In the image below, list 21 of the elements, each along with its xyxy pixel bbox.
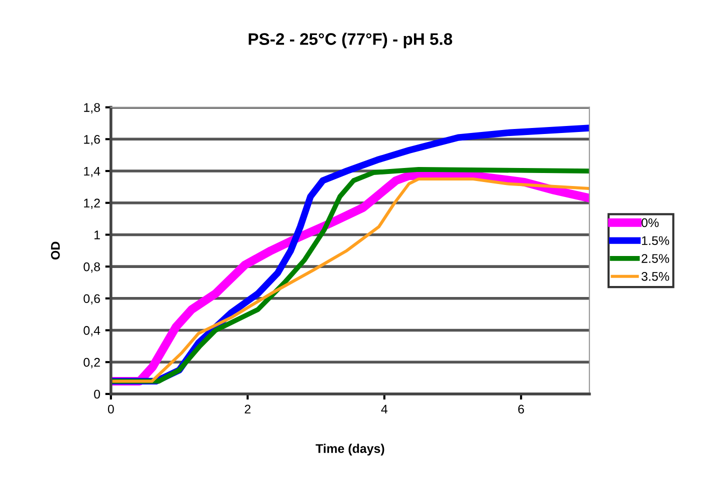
y-axis-title: OD (50, 242, 60, 260)
y-tick-label: 1,6 (84, 134, 100, 146)
y-tick-label: 1,4 (84, 166, 100, 178)
y-tick-label: 1,2 (84, 198, 100, 209)
legend-label: 2.5% (642, 254, 670, 263)
y-tick-label: 0,2 (84, 358, 100, 368)
x-tick-label: 0 (108, 404, 114, 414)
y-tick-label: 0,4 (84, 326, 100, 336)
legend-label: 0% (642, 218, 659, 228)
y-tick-label: 0,6 (84, 294, 100, 305)
y-tick-label: 0,8 (84, 262, 100, 273)
x-axis-title: Time (days) (316, 444, 384, 456)
chart-title: PS-2 - 25°C (77°F) - pH 5.8 (248, 32, 452, 48)
y-tick-label: 1 (94, 230, 100, 240)
y-tick-label: 0 (94, 390, 100, 399)
legend-label: 1.5% (642, 236, 670, 246)
y-tick-label: 1,8 (84, 103, 100, 114)
x-tick-label: 4 (381, 404, 388, 414)
x-tick-label: 6 (518, 404, 524, 414)
x-tick-label: 2 (244, 404, 250, 414)
legend-label: 3.5% (642, 272, 670, 281)
